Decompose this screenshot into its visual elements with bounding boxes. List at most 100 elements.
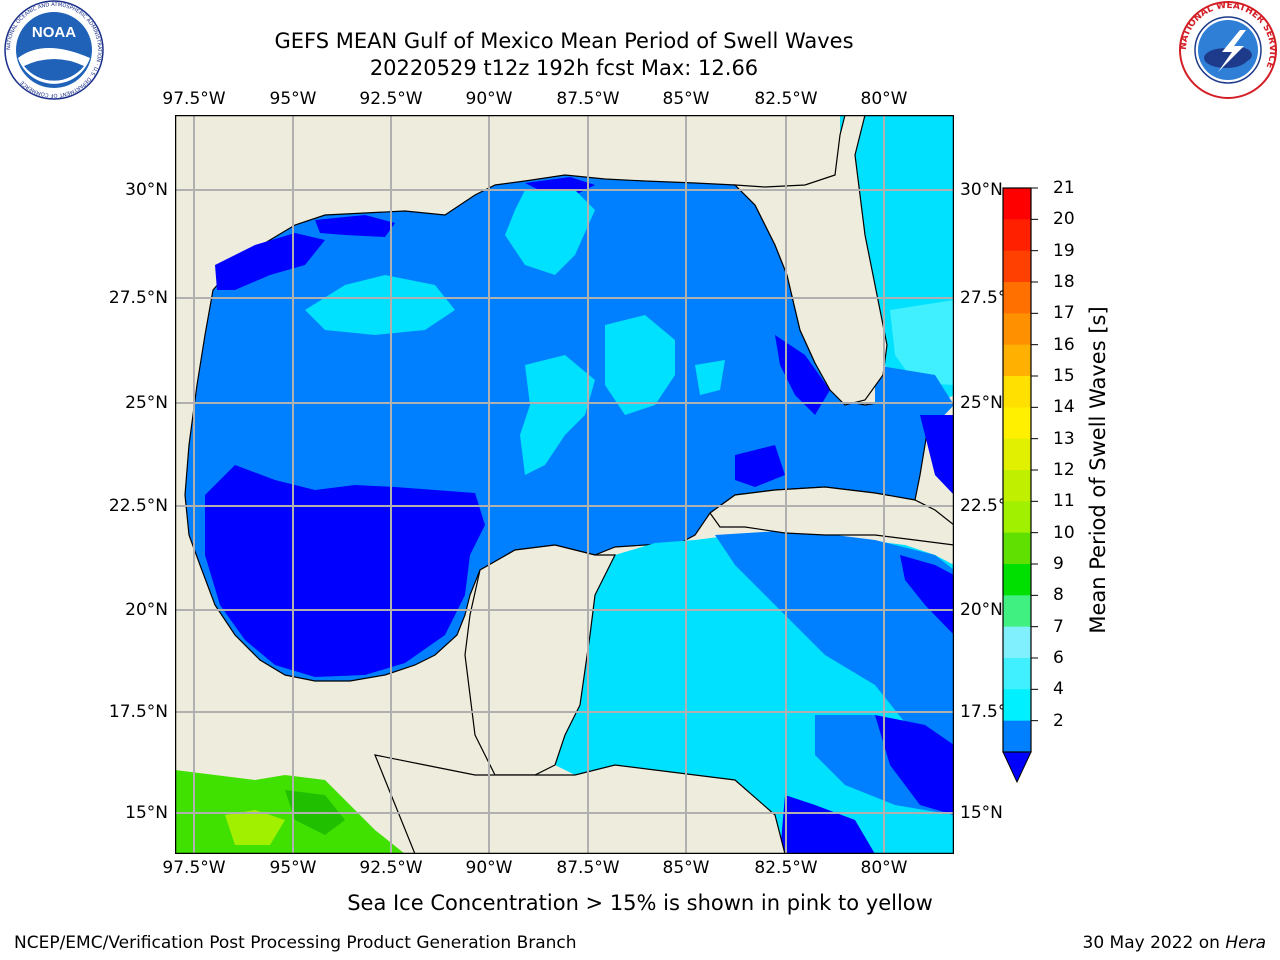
colorbar-tick-label: 9	[1053, 554, 1064, 574]
atlantic-deep-patch	[920, 415, 954, 495]
colorbar-tick-label: 7	[1053, 616, 1064, 637]
colorbar-segment	[1003, 470, 1031, 502]
colorbar-segment	[1003, 250, 1031, 283]
colorbar-segment	[1003, 564, 1031, 596]
colorbar-segment	[1003, 501, 1031, 534]
ice-note: Sea Ice Concentration > 15% is shown in …	[0, 891, 1280, 915]
colorbar-tick-label: 11	[1053, 491, 1075, 512]
caribbean-blue-patch	[715, 530, 954, 765]
map-frame	[175, 115, 954, 854]
colorbar-segment	[1003, 658, 1031, 690]
colorbar-label: Mean Period of Swell Waves [s]	[1086, 306, 1110, 634]
colorbar-segment	[1003, 313, 1031, 346]
lon-label-top: 90°W	[465, 89, 513, 109]
colorbar-tick-label: 2	[1053, 710, 1064, 731]
gulf-deep-patch	[205, 465, 485, 677]
gulf-deep-patch	[775, 335, 830, 415]
colorbar-segment	[1003, 532, 1031, 565]
lat-label-left: 25°N	[125, 393, 168, 413]
gulf-cyan-patch	[505, 190, 595, 275]
colorbar-segment	[1003, 282, 1031, 314]
colorbar-segment	[1003, 344, 1031, 377]
lat-label-left: 15°N	[125, 803, 168, 823]
ice-note-text: Sea Ice Concentration > 15% is shown in …	[347, 891, 933, 915]
gulf-deep-patch	[315, 215, 395, 237]
colorbar-segments	[1003, 188, 1031, 753]
lat-label-left: 27.5°N	[108, 288, 168, 308]
colorbar-tick-label: 8	[1053, 585, 1064, 606]
lon-label-bottom: 90°W	[465, 858, 513, 878]
colorbar-segment	[1003, 219, 1031, 252]
atlantic-light-patch	[890, 300, 954, 385]
lat-label-left: 30°N	[125, 180, 168, 200]
colorbar-segment	[1003, 188, 1031, 220]
noaa-logo: NOAA NATIONAL OCEANIC AND ATMOSPHERIC AD…	[4, 0, 104, 100]
colorbar-tick-label: 4	[1053, 679, 1064, 700]
lon-label-top: 80°W	[860, 89, 908, 109]
colorbar-tick-label: 6	[1053, 648, 1064, 668]
gulf-cyan-patch	[605, 315, 675, 415]
lon-label-bottom: 82.5°W	[754, 858, 818, 878]
machine-name: Hera	[1225, 933, 1266, 953]
map-title: GEFS MEAN Gulf of Mexico Mean Period of …	[274, 29, 854, 53]
lat-label-left: 22.5°N	[108, 496, 168, 516]
central-america-land	[374, 754, 786, 854]
colorbar-segment	[1003, 689, 1031, 722]
lat-label-right: 30°N	[960, 180, 1003, 200]
colorbar-tick-label: 17	[1053, 303, 1075, 324]
colorbar-tick-label: 16	[1053, 334, 1075, 355]
colorbar-extend-arrow	[1002, 751, 1032, 784]
map-subtitle: 20220529 t12z 192h fcst Max: 12.66	[369, 56, 759, 80]
lon-label-bottom: 95°W	[269, 858, 317, 878]
colorbar-segment	[1003, 376, 1031, 408]
lon-label-bottom: 85°W	[662, 858, 710, 878]
colorbar-tick-label: 18	[1053, 272, 1075, 292]
lat-label-left: 17.5°N	[108, 702, 168, 722]
colorbar	[1002, 187, 1038, 784]
lon-label-bottom: 92.5°W	[359, 858, 423, 878]
colorbar-tick-label: 19	[1053, 240, 1075, 261]
colorbar-tick-label: 20	[1053, 209, 1075, 230]
gulf-deep-patch	[735, 445, 785, 487]
noaa-logo-text: NOAA	[32, 24, 76, 41]
colorbar-tick-label: 13	[1053, 428, 1075, 449]
colorbar-tick-label: 15	[1053, 366, 1075, 386]
florida-land	[733, 115, 888, 406]
lon-label-top: 95°W	[269, 89, 317, 109]
caribbean-deep-patch	[875, 715, 954, 815]
colorbar-segment	[1003, 438, 1031, 471]
lat-label-right: 25°N	[960, 393, 1003, 413]
gulf-cyan-patch	[305, 275, 455, 335]
map-panel	[175, 115, 954, 854]
caribbean-deep-patch	[900, 555, 954, 635]
lat-label-right: 15°N	[960, 803, 1003, 823]
lat-label-right: 20°N	[960, 600, 1003, 620]
colorbar-tick-label: 12	[1053, 460, 1075, 480]
colorbar-tick-label: 21	[1053, 178, 1075, 198]
gulf-cyan-patch	[695, 360, 725, 395]
graticule	[175, 115, 954, 854]
colorbar-tick-label: 14	[1053, 397, 1075, 418]
run-date: 30 May 2022 on Hera	[1083, 933, 1267, 953]
lon-label-bottom: 87.5°W	[556, 858, 620, 878]
lon-label-bottom: 97.5°W	[162, 858, 226, 878]
lon-label-top: 85°W	[662, 89, 710, 109]
lon-label-top: 87.5°W	[556, 89, 620, 109]
nws-logo: NATIONAL WEATHER SERVICE	[1179, 1, 1277, 99]
lon-label-top: 92.5°W	[359, 89, 423, 109]
colorbar-segment	[1003, 595, 1031, 628]
gulf-cyan-patch	[520, 355, 595, 475]
colorbar-segment	[1003, 626, 1031, 659]
pacific-yellow-patch	[225, 810, 285, 845]
cuba-land	[709, 486, 954, 546]
colorbar-tick-label: 10	[1053, 522, 1075, 543]
run-date-text: 30 May 2022 on	[1082, 933, 1226, 953]
lon-label-bottom: 80°W	[860, 858, 908, 878]
lon-label-top: 82.5°W	[754, 89, 818, 109]
lon-label-top: 97.5°W	[162, 89, 226, 109]
gulf-deep-patch	[215, 233, 325, 290]
colorbar-segment	[1003, 407, 1031, 440]
caribbean-deep-patch	[780, 795, 875, 854]
colorbar-segment	[1003, 720, 1031, 753]
branch-credit: NCEP/EMC/Verification Post Processing Pr…	[14, 933, 577, 953]
